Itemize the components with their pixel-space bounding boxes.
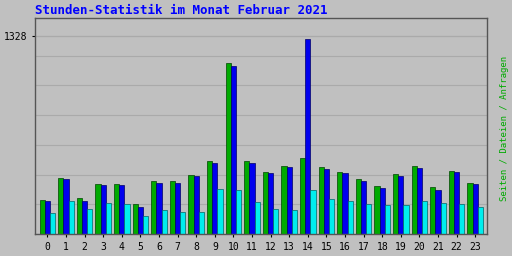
Bar [412, 166, 417, 234]
Bar [422, 201, 428, 234]
Bar [379, 188, 385, 234]
Bar [249, 164, 254, 234]
Bar [87, 209, 93, 234]
Bar [244, 161, 249, 234]
Bar [226, 63, 231, 234]
Bar [403, 205, 409, 234]
Bar [324, 169, 329, 234]
Bar [45, 201, 50, 234]
Bar [282, 166, 287, 234]
Bar [180, 212, 185, 234]
Bar [287, 167, 292, 234]
Bar [300, 158, 305, 234]
Bar [361, 181, 366, 234]
Bar [343, 173, 348, 234]
Bar [268, 173, 273, 234]
Bar [459, 204, 464, 234]
Bar [356, 179, 361, 234]
Bar [478, 207, 483, 234]
Bar [124, 205, 130, 234]
Bar [337, 172, 343, 234]
Bar [310, 190, 316, 234]
Bar [207, 161, 212, 234]
Bar [58, 178, 63, 234]
Bar [236, 190, 241, 234]
Bar [254, 202, 260, 234]
Bar [50, 213, 55, 234]
Bar [194, 176, 199, 234]
Bar [417, 168, 422, 234]
Bar [366, 205, 372, 234]
Bar [143, 216, 148, 234]
Bar [348, 201, 353, 234]
Bar [441, 203, 446, 234]
Bar [454, 172, 459, 234]
Bar [273, 209, 279, 234]
Text: Seiten / Dateien / Anfragen: Seiten / Dateien / Anfragen [500, 56, 509, 200]
Bar [77, 198, 82, 234]
Bar [188, 175, 194, 234]
Bar [114, 184, 119, 234]
Bar [138, 207, 143, 234]
Bar [329, 199, 334, 234]
Bar [170, 181, 175, 234]
Bar [175, 183, 180, 234]
Bar [39, 200, 45, 234]
Bar [318, 167, 324, 234]
Bar [398, 176, 403, 234]
Bar [82, 201, 87, 234]
Text: Stunden-Statistik im Monat Februar 2021: Stunden-Statistik im Monat Februar 2021 [35, 4, 328, 17]
Bar [473, 184, 478, 234]
Bar [106, 203, 111, 234]
Bar [374, 186, 379, 234]
Bar [292, 210, 297, 234]
Bar [69, 201, 74, 234]
Bar [449, 171, 454, 234]
Bar [212, 164, 218, 234]
Bar [100, 185, 106, 234]
Bar [263, 172, 268, 234]
Bar [467, 183, 473, 234]
Bar [435, 189, 441, 234]
Bar [305, 39, 310, 234]
Bar [156, 183, 162, 234]
Bar [133, 205, 138, 234]
Bar [430, 187, 435, 234]
Bar [119, 185, 124, 234]
Bar [218, 189, 223, 234]
Bar [199, 212, 204, 234]
Bar [231, 66, 236, 234]
Bar [63, 179, 69, 234]
Bar [162, 210, 167, 234]
Bar [385, 205, 390, 234]
Bar [151, 181, 156, 234]
Bar [95, 184, 100, 234]
Bar [393, 174, 398, 234]
